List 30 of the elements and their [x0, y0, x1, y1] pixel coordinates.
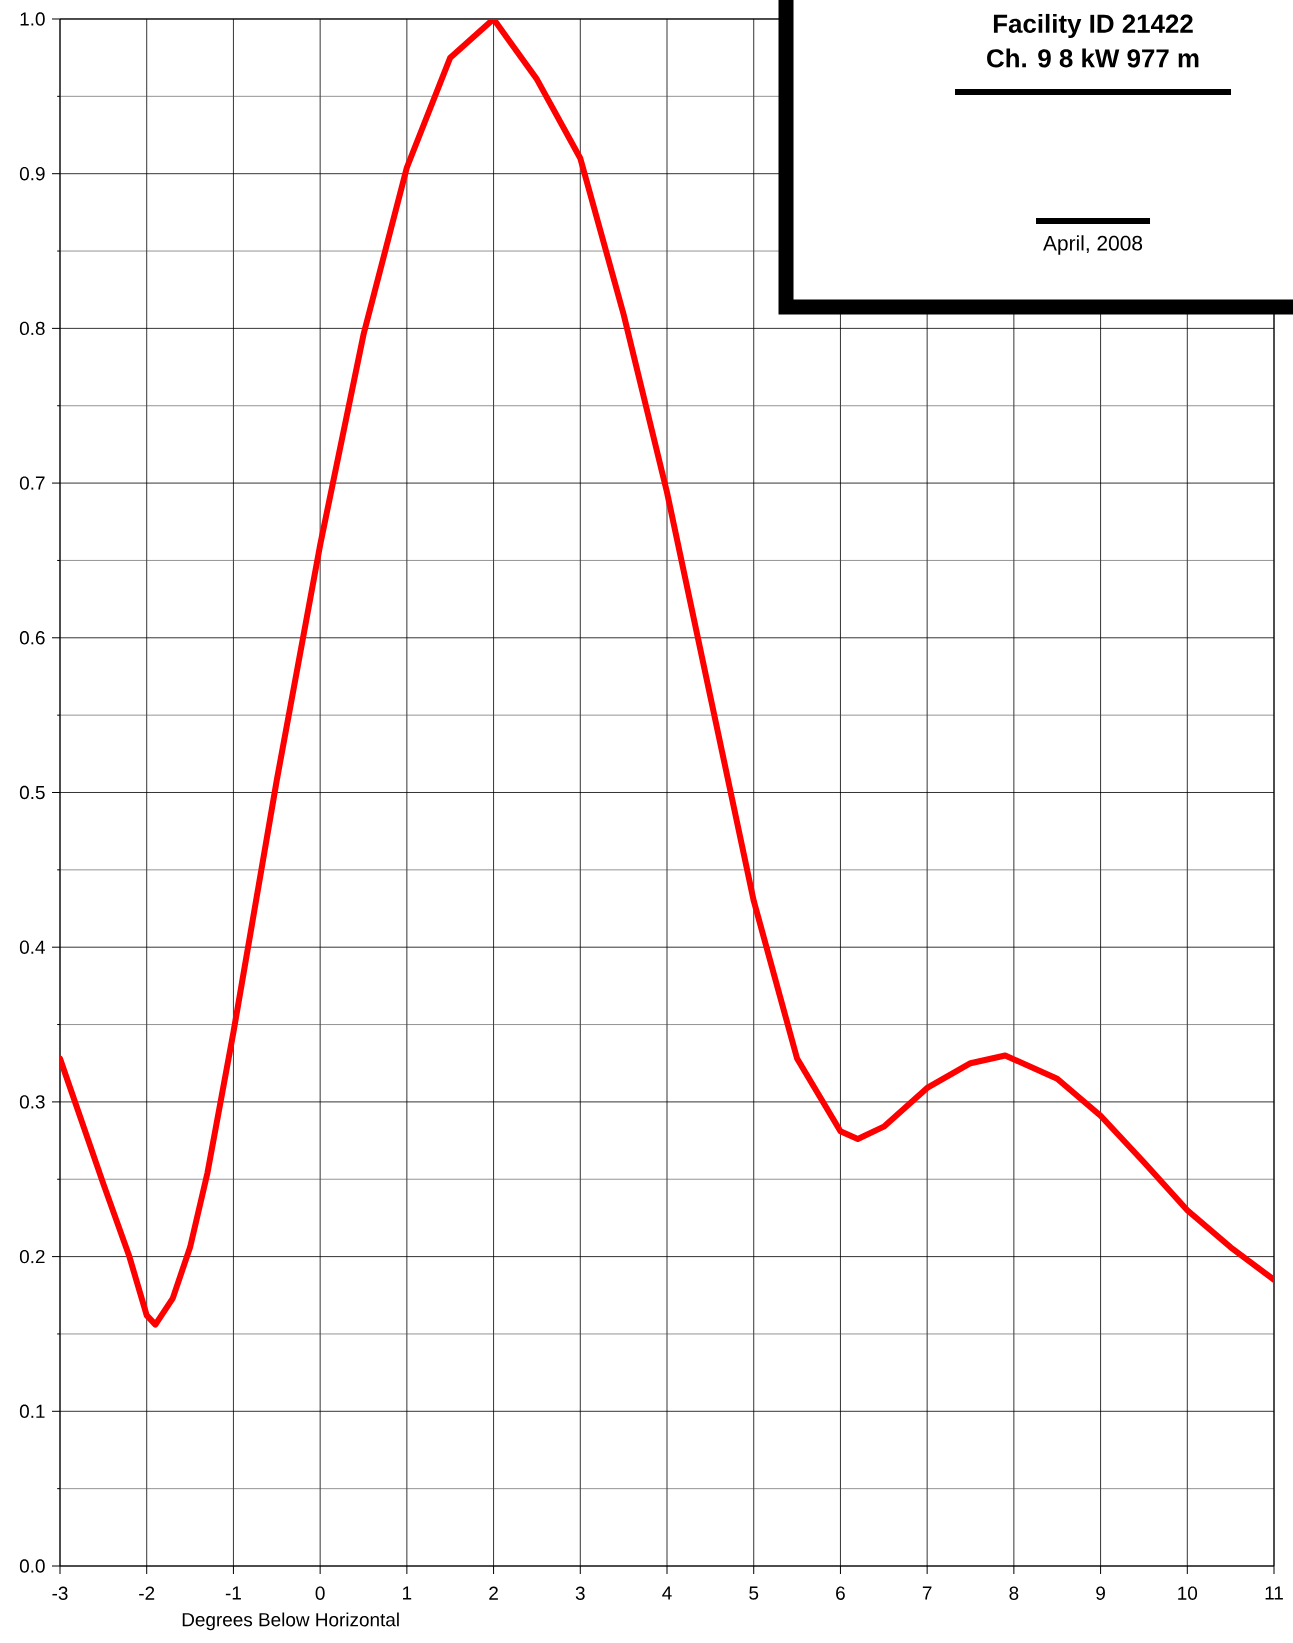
x-tick-label: 4	[662, 1586, 672, 1600]
annotation: Ch. 9 8 kW 977 m	[987, 48, 1199, 68]
x-tick-label: 3	[575, 1586, 585, 1600]
x-tick-label: 2	[489, 1586, 498, 1600]
y-tick-label: 0.5	[19, 785, 45, 800]
y-tick-label: 0.7	[19, 476, 45, 490]
x-tick-label: -2	[139, 1586, 155, 1600]
x-tick-label: 0	[315, 1586, 325, 1600]
y-tick-label: 0.6	[19, 631, 45, 645]
y-tick-label: 0.3	[19, 1095, 45, 1109]
y-tick-label: 0.2	[19, 1249, 45, 1264]
x-tick-label: 9	[1096, 1586, 1105, 1600]
y-tick-label: 1.0	[20, 12, 45, 26]
x-tick-label: 1	[403, 1586, 412, 1600]
x-tick-label: -3	[52, 1586, 68, 1600]
y-tick-label: 0.8	[19, 321, 45, 336]
x-tick-label: 5	[749, 1586, 759, 1600]
x-tick-label: 11	[1265, 1586, 1283, 1600]
x-tick-label: 8	[1009, 1586, 1019, 1600]
y-tick-label: 0.1	[19, 1404, 45, 1418]
y-tick-label: 0.4	[19, 940, 45, 954]
x-axis-title: Degrees Below Horizontal	[182, 1612, 399, 1631]
x-tick-label: -1	[225, 1586, 241, 1600]
annotation: Facility ID 21422	[993, 13, 1193, 39]
y-tick-label: 0.0	[19, 1559, 45, 1573]
y-tick-label: 0.9	[19, 166, 45, 181]
x-tick-label: 10	[1178, 1586, 1198, 1600]
annotation: April, 2008	[1043, 235, 1143, 255]
x-tick-label: 6	[836, 1586, 845, 1600]
x-tick-label: 7	[922, 1586, 932, 1600]
